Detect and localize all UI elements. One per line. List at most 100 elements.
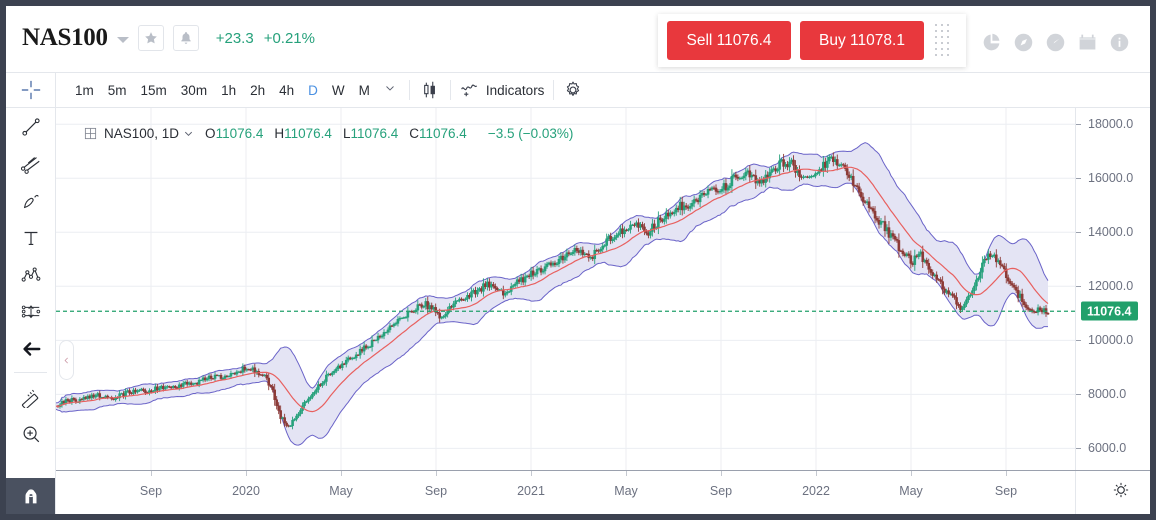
time-axis-label: Sep bbox=[994, 484, 1018, 498]
ohlc-close: C11076.4 bbox=[409, 126, 467, 141]
time-axis-label: May bbox=[329, 484, 353, 498]
timeframe-4h[interactable]: 4h bbox=[279, 82, 295, 98]
app-header: NAS100 +23.3 +0.21% Sell 11076.4 Buy 110… bbox=[6, 6, 1150, 72]
timeframe-15m[interactable]: 15m bbox=[140, 82, 167, 98]
time-axis-label: 2022 bbox=[802, 484, 830, 498]
time-axis-label: Sep bbox=[709, 484, 733, 498]
trading-chart-app: NAS100 +23.3 +0.21% Sell 11076.4 Buy 110… bbox=[6, 6, 1150, 514]
time-axis-tick-mark bbox=[246, 471, 247, 476]
parallel-channel-tool-icon[interactable] bbox=[6, 145, 55, 182]
price-axis-tick-mark bbox=[1076, 448, 1081, 450]
time-axis-label: May bbox=[899, 484, 923, 498]
forecast-tool-icon[interactable] bbox=[6, 293, 55, 330]
timeframe-1m[interactable]: 1m bbox=[75, 82, 94, 98]
crosshair-icon[interactable] bbox=[6, 72, 56, 108]
tools-divider bbox=[14, 372, 47, 373]
price-axis-label: 16000.0 bbox=[1088, 171, 1134, 186]
current-price-badge[interactable]: 11076.4 bbox=[1081, 301, 1138, 321]
price-axis-label: 18000.0 bbox=[1088, 117, 1134, 132]
time-axis-label: 2020 bbox=[232, 484, 260, 498]
sell-button[interactable]: Sell 11076.4 bbox=[667, 21, 791, 60]
time-axis-tick-mark bbox=[626, 471, 627, 476]
drag-handle-icon[interactable] bbox=[934, 23, 949, 59]
axis-settings-icon[interactable] bbox=[1112, 481, 1130, 504]
price-axis-label: 14000.0 bbox=[1088, 225, 1134, 240]
gear-icon[interactable] bbox=[563, 80, 583, 100]
info-icon[interactable] bbox=[1109, 32, 1130, 53]
time-axis-tick-mark bbox=[1006, 471, 1007, 476]
time-axis-label: Sep bbox=[424, 484, 448, 498]
candlestick-icon[interactable] bbox=[419, 79, 441, 101]
price-chart[interactable]: NAS100, 1D O11076.4 H11076.4 L11076.4 C1… bbox=[56, 108, 1075, 470]
chart-toolbar: 1m 5m 15m 30m 1h 2h 4h D W M bbox=[6, 72, 1150, 108]
toolbar-divider-1 bbox=[408, 80, 410, 100]
buy-button[interactable]: Buy 11078.1 bbox=[800, 21, 924, 60]
chevron-down-icon[interactable] bbox=[384, 81, 396, 99]
chevron-down-icon[interactable] bbox=[183, 128, 194, 139]
page-title[interactable]: NAS100 bbox=[22, 24, 108, 51]
candlestick-series bbox=[56, 152, 1050, 430]
change-percent: +0.21% bbox=[263, 29, 315, 47]
compass-icon[interactable] bbox=[1013, 32, 1034, 53]
price-axis[interactable]: 18000.0 16000.0 14000.0 12000.0 10000.0 8000.… bbox=[1075, 108, 1150, 470]
timeframe-30m[interactable]: 30m bbox=[180, 82, 208, 98]
time-axis-tick-mark bbox=[436, 471, 437, 476]
timeframe-m[interactable]: M bbox=[358, 82, 370, 98]
time-axis-tick-mark bbox=[911, 471, 912, 476]
text-tool-icon[interactable] bbox=[6, 219, 55, 256]
bell-icon[interactable] bbox=[172, 25, 199, 51]
trend-line-tool-icon[interactable] bbox=[6, 108, 55, 145]
time-axis-divider bbox=[1075, 471, 1076, 514]
timeframe-list: 1m 5m 15m 30m 1h 2h 4h D W M bbox=[69, 80, 400, 101]
time-axis-tick-mark bbox=[151, 471, 152, 476]
time-axis-tick-mark bbox=[721, 471, 722, 476]
time-axis-label: 2021 bbox=[517, 484, 545, 498]
timeframe-5m[interactable]: 5m bbox=[107, 82, 127, 98]
bollinger-band-lines bbox=[56, 142, 1049, 446]
price-axis-tick-mark bbox=[1076, 232, 1081, 234]
timeframe-1h[interactable]: 1h bbox=[221, 82, 237, 98]
scroll-left-button[interactable] bbox=[59, 340, 74, 380]
time-axis-label: Sep bbox=[139, 484, 163, 498]
chart-gridlines bbox=[56, 108, 1075, 470]
chart-canvas bbox=[56, 108, 1075, 470]
arrow-tool-icon[interactable] bbox=[6, 330, 55, 367]
symbol-block: NAS100 +23.3 +0.21% bbox=[22, 24, 315, 52]
price-axis-label: 8000.0 bbox=[1088, 387, 1127, 402]
pattern-tool-icon[interactable] bbox=[6, 256, 55, 293]
measure-tool-icon[interactable] bbox=[6, 378, 55, 415]
chevron-down-icon[interactable] bbox=[116, 37, 129, 43]
indicators-button[interactable]: Indicators bbox=[460, 80, 545, 100]
price-axis-tick-mark bbox=[1076, 394, 1081, 396]
price-change-group: +23.3 +0.21% bbox=[216, 30, 315, 47]
header-icon-group bbox=[981, 32, 1130, 53]
brush-tool-icon[interactable] bbox=[6, 182, 55, 219]
time-axis-tick-mark bbox=[816, 471, 817, 476]
time-axis-label: May bbox=[614, 484, 638, 498]
price-axis-tick-mark bbox=[1076, 340, 1081, 342]
indicators-label: Indicators bbox=[485, 82, 545, 98]
price-axis-tick-mark bbox=[1076, 124, 1081, 126]
ohlc-low: L11076.4 bbox=[342, 126, 399, 141]
change-absolute: +23.3 bbox=[215, 29, 254, 47]
expand-icon[interactable] bbox=[84, 127, 97, 140]
zoom-in-tool-icon[interactable] bbox=[6, 415, 55, 452]
time-axis[interactable]: Sep 2020 May Sep 2021 May Sep 2022 May Sep bbox=[56, 470, 1150, 514]
ohlc-open: O11076.4 bbox=[205, 126, 264, 141]
drawing-tools-sidebar bbox=[6, 108, 56, 514]
price-axis-label: 12000.0 bbox=[1088, 279, 1134, 294]
toolbar-divider-2 bbox=[449, 80, 451, 100]
price-axis-label: 10000.0 bbox=[1088, 333, 1134, 348]
legend-change: −3.5 (−0.03%) bbox=[487, 126, 574, 141]
pie-chart-icon[interactable] bbox=[981, 32, 1002, 53]
timeframe-d[interactable]: D bbox=[308, 82, 318, 98]
timeframe-w[interactable]: W bbox=[331, 82, 345, 98]
gauge-icon[interactable] bbox=[1045, 32, 1066, 53]
price-axis-label: 6000.0 bbox=[1088, 441, 1127, 456]
calendar-icon[interactable] bbox=[1077, 32, 1098, 53]
legend-symbol-interval[interactable]: NAS100, 1D bbox=[104, 126, 180, 141]
star-icon[interactable] bbox=[137, 25, 164, 51]
timeframe-2h[interactable]: 2h bbox=[250, 82, 266, 98]
magnet-tool-icon[interactable] bbox=[6, 478, 55, 514]
price-axis-tick-mark bbox=[1076, 178, 1081, 180]
